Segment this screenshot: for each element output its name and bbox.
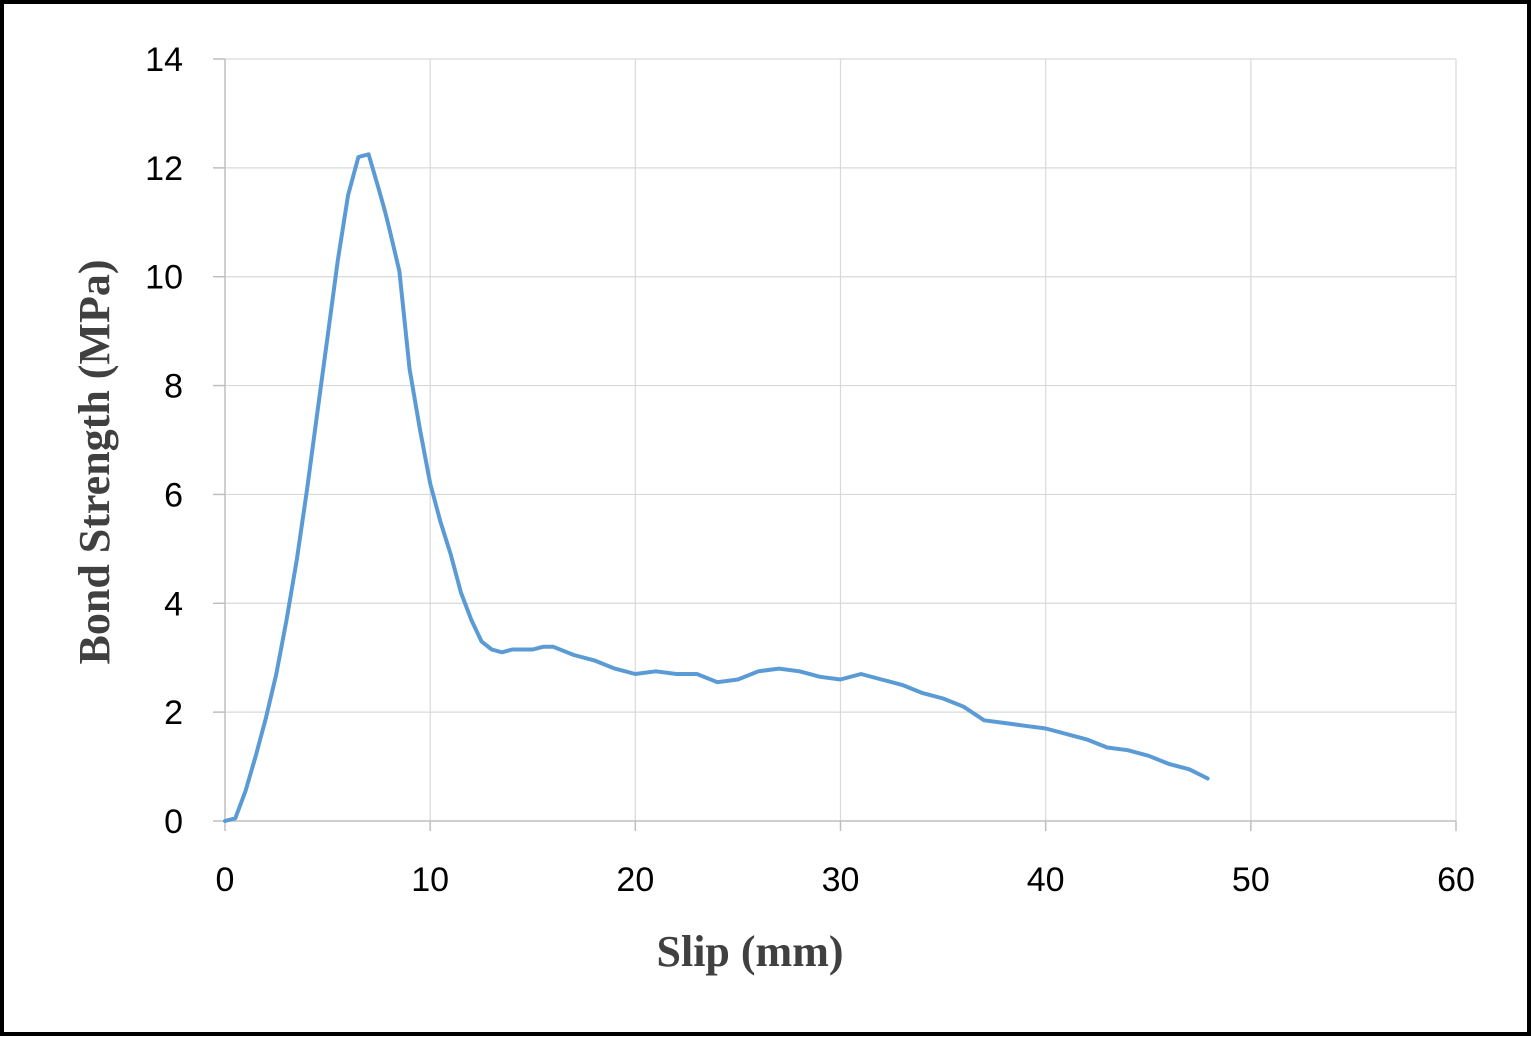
x-tick-label: 30	[822, 861, 860, 899]
series-line	[223, 152, 1210, 823]
y-tick-label: 12	[145, 150, 183, 188]
series-layer	[223, 152, 1210, 823]
x-axis-title: Slip (mm)	[657, 927, 844, 976]
tick-labels: 0 10 20 30 40 50 60 0 2 4 6 8 10 12 14	[145, 41, 1475, 899]
line-chart: 0 10 20 30 40 50 60 0 2 4 6 8 10 12 14 Slip (mm) Bond …	[70, 41, 1475, 976]
y-tick-label: 8	[164, 368, 183, 406]
y-tick-label: 2	[164, 694, 183, 732]
x-tick-label: 0	[216, 861, 235, 899]
y-tick-label: 14	[145, 41, 183, 79]
y-tick-label: 0	[164, 803, 183, 841]
y-tick-label: 4	[164, 585, 183, 623]
axes	[213, 58, 1457, 831]
x-tick-label: 10	[411, 861, 449, 899]
x-tick-label: 40	[1027, 861, 1065, 899]
y-tick-label: 10	[145, 259, 183, 297]
x-tick-label: 20	[616, 861, 654, 899]
y-tick-label: 6	[164, 476, 183, 514]
gridlines	[225, 58, 1457, 821]
x-tick-label: 50	[1232, 861, 1270, 899]
y-axis-title: Bond Strength (MPa)	[70, 260, 119, 665]
x-tick-label: 60	[1437, 861, 1475, 899]
